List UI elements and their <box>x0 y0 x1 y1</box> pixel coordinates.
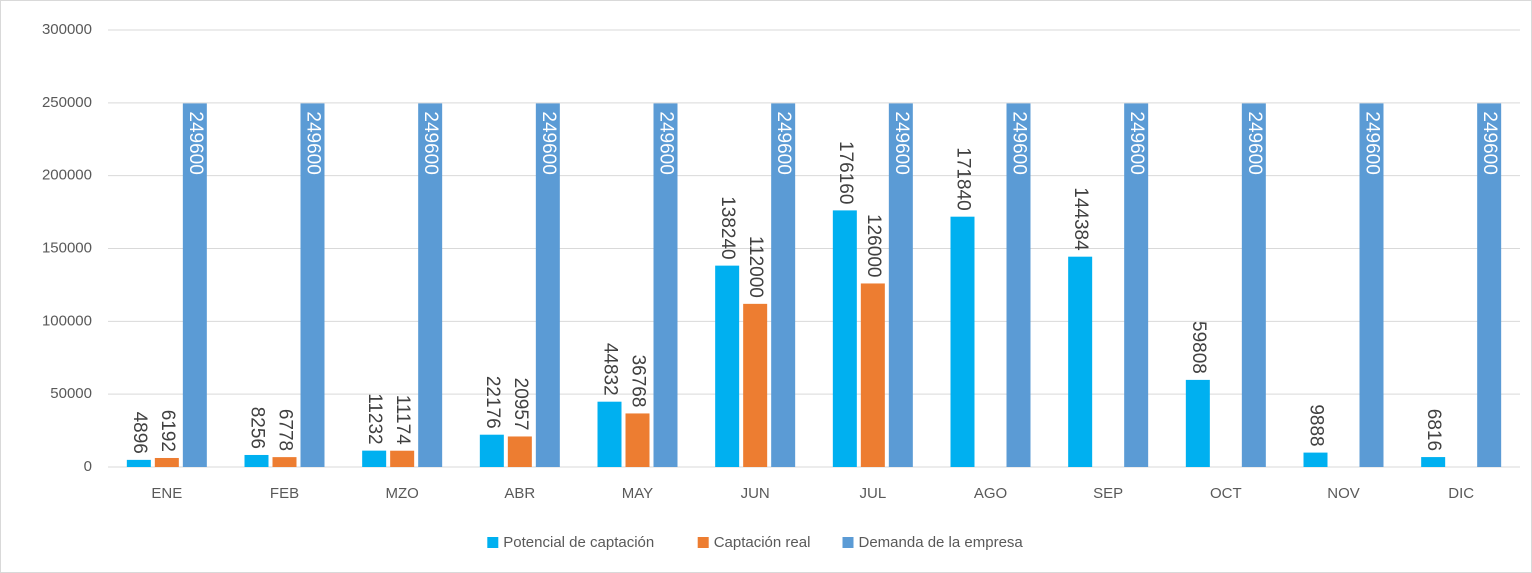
data-label: 176160 <box>835 141 856 204</box>
legend-label: Potencial de captación <box>503 534 654 551</box>
data-label: 249600 <box>1126 111 1147 174</box>
bar <box>832 210 857 467</box>
bar <box>154 457 179 467</box>
data-label: 11174 <box>392 395 413 445</box>
x-tick-label: JUN <box>741 485 770 502</box>
bar <box>244 454 269 467</box>
data-label: 249600 <box>773 111 794 174</box>
y-tick-label: 200000 <box>42 167 92 184</box>
bar <box>362 450 387 467</box>
bar <box>300 103 325 467</box>
bar <box>272 457 297 467</box>
data-label: 6192 <box>157 410 178 452</box>
data-label: 22176 <box>482 376 503 429</box>
data-label: 171840 <box>952 147 973 210</box>
x-tick-label: AGO <box>974 485 1007 502</box>
x-tick-label: FEB <box>270 485 299 502</box>
bar <box>1477 103 1502 467</box>
legend-swatch <box>842 537 854 548</box>
y-tick-label: 0 <box>84 458 92 475</box>
data-label: 249600 <box>655 111 676 174</box>
data-label: 20957 <box>510 378 531 431</box>
bar <box>182 103 207 467</box>
x-tick-label: MAY <box>622 485 653 502</box>
bar <box>1185 379 1210 467</box>
bar <box>479 434 504 467</box>
bar <box>653 103 678 467</box>
bar <box>507 436 532 467</box>
bar <box>1006 103 1031 467</box>
data-label: 249600 <box>1008 111 1029 174</box>
bar <box>418 103 443 467</box>
bar <box>126 459 151 467</box>
bar <box>1124 103 1149 467</box>
bar <box>597 401 622 467</box>
legend-swatch <box>697 537 709 548</box>
bar <box>625 413 650 467</box>
data-label: 249600 <box>1244 111 1265 174</box>
data-label: 8256 <box>246 407 267 449</box>
bar <box>1068 256 1093 467</box>
bar <box>743 303 768 467</box>
data-label: 6778 <box>274 409 295 451</box>
bar <box>1421 457 1446 467</box>
data-label: 249600 <box>302 111 323 174</box>
x-tick-label: NOV <box>1327 485 1360 502</box>
bar <box>1303 452 1328 467</box>
bar <box>771 103 796 467</box>
x-tick-label: SEP <box>1093 485 1123 502</box>
data-label: 144384 <box>1070 187 1091 251</box>
x-tick-label: OCT <box>1210 485 1242 502</box>
data-label: 44832 <box>599 343 620 396</box>
bar <box>535 103 560 467</box>
y-tick-label: 100000 <box>42 312 92 329</box>
data-label: 249600 <box>420 111 441 174</box>
x-tick-label: MZO <box>386 485 419 502</box>
x-tick-label: DIC <box>1448 485 1474 502</box>
x-tick-label: JUL <box>859 485 886 502</box>
x-tick-label: ENE <box>151 485 182 502</box>
legend-label: Demanda de la empresa <box>859 534 1024 551</box>
data-label: 249600 <box>185 111 206 174</box>
y-tick-label: 250000 <box>42 94 92 111</box>
bar <box>860 283 885 467</box>
data-label: 249600 <box>538 111 559 174</box>
data-label: 6816 <box>1423 409 1444 451</box>
data-label: 138240 <box>717 196 738 259</box>
data-label: 11232 <box>364 393 385 444</box>
data-label: 9888 <box>1305 404 1326 446</box>
data-label: 59808 <box>1188 321 1209 374</box>
data-label: 4896 <box>129 412 150 454</box>
data-label: 249600 <box>891 111 912 174</box>
data-label: 249600 <box>1479 111 1500 174</box>
legend-swatch <box>487 537 499 548</box>
legend-label: Captación real <box>714 534 811 551</box>
data-label: 112000 <box>745 236 766 298</box>
y-tick-label: 300000 <box>42 21 92 38</box>
bar <box>1241 103 1266 467</box>
bar <box>950 216 975 467</box>
bar <box>390 450 415 467</box>
bar <box>1359 103 1384 467</box>
data-label: 249600 <box>1361 111 1382 174</box>
data-label: 126000 <box>863 214 884 277</box>
data-label: 36768 <box>627 355 648 408</box>
y-tick-label: 150000 <box>42 239 92 256</box>
y-tick-label: 50000 <box>50 385 92 402</box>
bar <box>715 265 740 467</box>
bar <box>888 103 913 467</box>
x-tick-label: ABR <box>504 485 535 502</box>
